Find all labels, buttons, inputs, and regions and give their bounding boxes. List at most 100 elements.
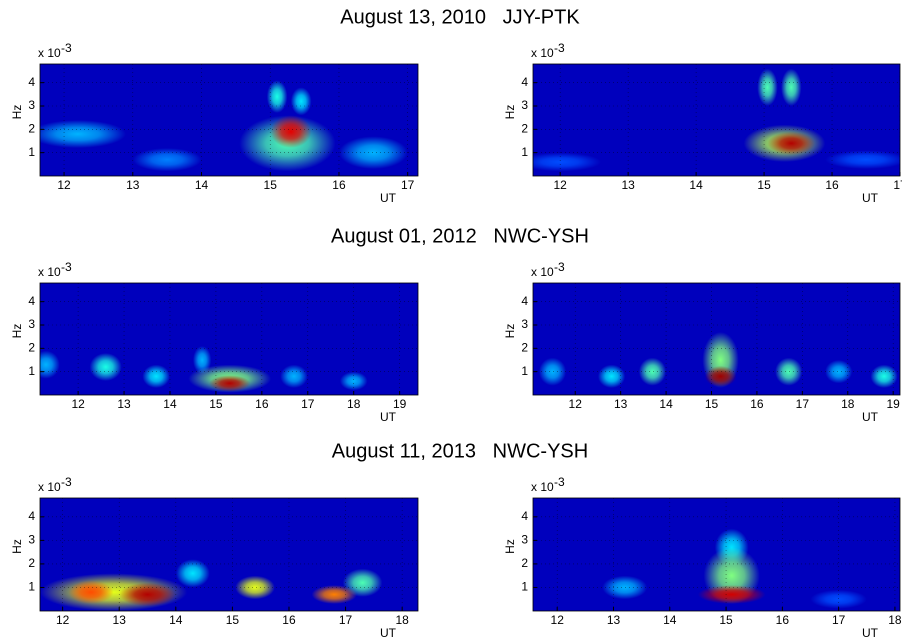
y-multiplier-base: x 10 [531,46,554,60]
x-tick-label: 17 [796,397,810,411]
x-axis-label: UT [862,410,879,424]
heat-blob [132,148,202,172]
y-multiplier-base: x 10 [38,480,61,494]
y-tick-label: 3 [28,317,35,331]
x-tick-label: 14 [659,397,673,411]
heat-blob [825,150,900,169]
y-multiplier-base: x 10 [38,46,61,60]
heat-blob [311,585,357,604]
y-axis-label: Hz [10,105,24,120]
heat-blob [280,364,308,389]
y-multiplier-base: x 10 [531,265,554,279]
plot-frame [532,63,901,177]
x-tick-label: 16 [825,178,839,192]
x-tick-label: 17 [339,613,353,627]
y-tick-label: 4 [521,294,528,308]
heat-blob [40,350,60,379]
x-tick-label: 15 [264,178,278,192]
x-tick-label: 17 [832,613,846,627]
x-tick-label: 13 [607,613,621,627]
y-tick-label: 1 [521,580,528,594]
x-tick-label: 19 [393,397,407,411]
heat-blob [142,364,170,389]
x-tick-label: 18 [841,397,855,411]
x-tick-label: 15 [226,613,240,627]
x-tick-label: 16 [255,397,269,411]
heat-blob [266,80,288,113]
y-tick-label: 1 [521,364,528,378]
x-tick-label: 19 [887,397,901,411]
y-tick-label: 1 [28,145,35,159]
x-tick-label: 18 [395,613,409,627]
row-title: August 13, 2010 JJY-PTK [340,6,580,28]
heat-blob [290,87,312,116]
y-tick-label: 2 [28,556,35,570]
plot-frame [532,282,901,396]
y-tick-label: 3 [521,317,528,331]
row-title: August 11, 2013 NWC-YSH [332,440,588,462]
x-tick-label: 18 [888,613,902,627]
x-tick-label: 15 [719,613,733,627]
y-axis-label: Hz [10,324,24,339]
y-multiplier-exponent: -3 [61,260,72,274]
x-tick-label: 14 [195,178,209,192]
heat-blob [119,582,176,607]
x-tick-label: 13 [126,178,140,192]
x-tick-label: 13 [113,613,127,627]
x-tick-label: 17 [401,178,415,192]
heat-blob [68,580,114,604]
x-axis-label: UT [862,191,879,205]
y-multiplier-exponent: -3 [61,475,72,489]
plot-frame [39,63,419,177]
y-tick-label: 3 [28,533,35,547]
y-tick-label: 1 [521,145,528,159]
heat-blob [597,364,626,389]
heat-blob [638,357,667,386]
heat-blob [40,120,126,148]
y-tick-label: 4 [28,75,35,89]
y-tick-label: 2 [28,122,35,136]
x-tick-label: 12 [551,613,565,627]
y-tick-label: 2 [28,341,35,355]
y-multiplier-base: x 10 [531,480,554,494]
y-tick-label: 4 [28,509,35,523]
x-axis-label: UT [862,626,879,640]
y-axis-label: Hz [503,539,517,554]
x-tick-label: 13 [117,397,131,411]
heat-blob [209,375,251,392]
x-tick-label: 16 [332,178,346,192]
heat-blob [810,589,867,609]
y-tick-label: 4 [28,294,35,308]
y-tick-label: 3 [521,98,528,112]
y-axis-label: Hz [10,539,24,554]
heat-blob [767,131,816,155]
heat-blob [533,152,601,172]
heat-blob [270,115,312,148]
y-multiplier-exponent: -3 [61,41,72,55]
heat-blob [602,575,648,600]
heat-blob [538,357,567,386]
heatmap-field [40,498,418,611]
heat-blob [175,559,210,588]
heatmap-field [40,64,418,176]
x-tick-label: 14 [169,613,183,627]
y-multiplier-base: x 10 [38,265,61,279]
x-tick-label: 15 [757,178,771,192]
x-axis-label: UT [380,410,397,424]
y-tick-label: 2 [521,556,528,570]
y-tick-label: 3 [521,533,528,547]
x-tick-label: 14 [689,178,703,192]
x-tick-label: 16 [282,613,296,627]
x-tick-label: 16 [750,397,764,411]
x-axis-label: UT [380,191,397,205]
y-tick-label: 3 [28,98,35,112]
heat-blob [339,371,368,391]
heat-blob [825,360,853,384]
